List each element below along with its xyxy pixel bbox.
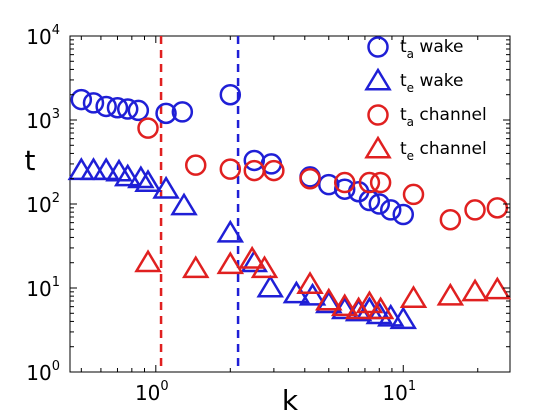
legend-item-2: te wake xyxy=(364,67,464,95)
circle-point xyxy=(369,171,392,194)
legend-triangle-marker xyxy=(364,67,392,91)
series-4 xyxy=(134,245,512,320)
y-tick-label: 103 xyxy=(26,107,60,133)
circle-point xyxy=(127,99,150,122)
circle-point xyxy=(95,95,117,118)
data-points xyxy=(67,83,512,330)
y-tick-label: 101 xyxy=(26,275,60,301)
x-tick-label: 100 xyxy=(135,379,169,405)
legend-label: te channel xyxy=(400,139,487,163)
triangle-point xyxy=(152,175,180,199)
triangle-point xyxy=(298,282,327,306)
triangle-point xyxy=(127,165,155,189)
legend-item-1: ta wake xyxy=(367,36,463,61)
legend: ta wake te wake ta channel te channel xyxy=(364,36,487,163)
triangle-point xyxy=(113,163,142,187)
y-tick-label: 100 xyxy=(26,359,60,385)
circle-point xyxy=(82,92,105,114)
circle-point xyxy=(219,158,242,180)
y-tick-label: 104 xyxy=(26,23,60,49)
circle-point xyxy=(219,83,242,106)
legend-circle-marker xyxy=(367,36,389,58)
triangle-point xyxy=(256,274,284,298)
circle-point xyxy=(464,199,486,221)
y-axis-label: t xyxy=(25,144,36,177)
triangle-point xyxy=(170,192,198,216)
circle-point xyxy=(106,96,129,119)
legend-circle-marker xyxy=(367,104,389,126)
triangle-point xyxy=(67,157,96,181)
triangle-point xyxy=(366,296,395,320)
triangle-point xyxy=(436,282,465,306)
series-1 xyxy=(70,83,415,226)
legend-triangle-marker xyxy=(364,135,392,159)
circle-point xyxy=(439,208,462,231)
legend-label: ta wake xyxy=(400,37,463,61)
triangle-point xyxy=(105,158,133,182)
circle-point xyxy=(116,98,139,120)
circle-point xyxy=(137,117,159,139)
circle-point xyxy=(358,171,381,194)
legend-item-4: te channel xyxy=(364,135,487,163)
circle-point xyxy=(171,101,194,123)
triangle-point xyxy=(315,287,343,311)
legend-label: ta channel xyxy=(400,105,487,129)
series-3 xyxy=(137,117,509,231)
vertical-reference-lines xyxy=(159,36,240,372)
triangle-point xyxy=(134,169,162,193)
circle-point xyxy=(333,171,356,194)
triangle-point xyxy=(296,271,324,295)
triangle-point xyxy=(181,255,210,279)
circle-point xyxy=(486,197,509,219)
circle-point xyxy=(402,183,425,206)
triangle-point xyxy=(238,245,266,269)
triangle-point xyxy=(92,157,120,181)
triangle-point xyxy=(216,251,245,275)
triangle-point xyxy=(134,249,162,273)
circle-point xyxy=(299,167,321,190)
triangle-point xyxy=(344,296,373,320)
y-tick-label: 102 xyxy=(26,191,60,217)
x-tick-label: 101 xyxy=(382,379,416,405)
triangle-point xyxy=(216,219,245,243)
circle-point xyxy=(184,154,207,176)
circle-point xyxy=(70,88,93,111)
triangle-point xyxy=(250,255,279,279)
axis-ticks: 100 101 102 103 104 100 101 xyxy=(26,23,510,405)
triangle-point xyxy=(315,290,343,314)
circle-point xyxy=(368,193,391,215)
circle-point xyxy=(318,173,340,196)
triangle-point xyxy=(355,290,384,314)
circle-point xyxy=(379,199,402,221)
circle-point xyxy=(263,159,285,182)
x-axis-label: k xyxy=(282,384,299,415)
triangle-point xyxy=(330,293,359,317)
circle-point xyxy=(392,203,415,226)
legend-item-3: ta channel xyxy=(367,104,487,129)
circle-point xyxy=(155,102,177,125)
triangle-point xyxy=(461,278,489,302)
triangle-point xyxy=(376,303,405,327)
triangle-point xyxy=(389,306,418,330)
circle-point xyxy=(333,178,356,200)
legend-label: te wake xyxy=(400,71,464,95)
triangle-point xyxy=(399,285,428,308)
